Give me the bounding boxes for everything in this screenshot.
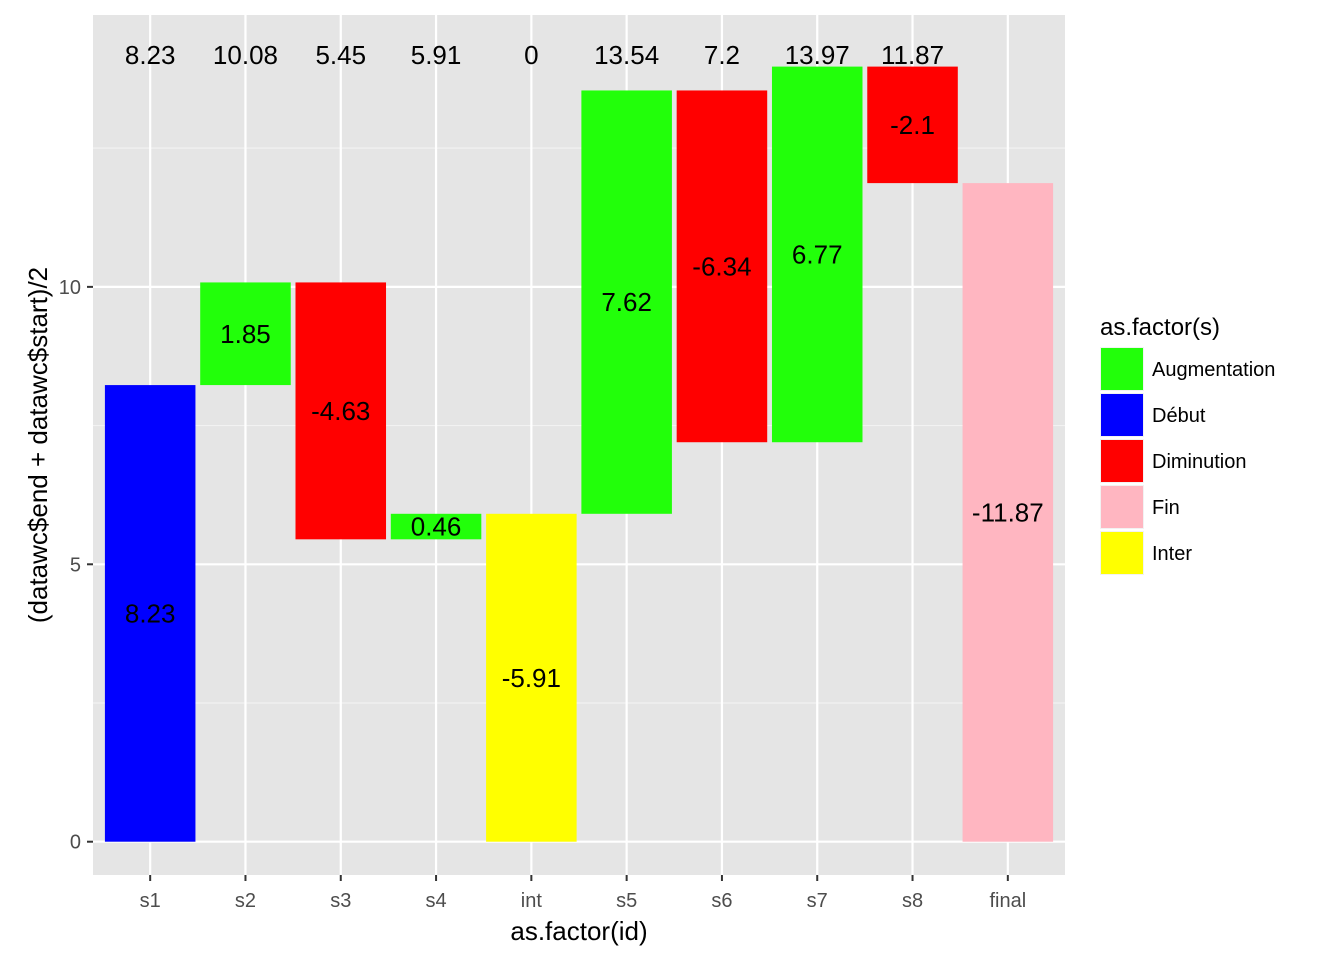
cumulative-label: 7.2 [704,40,740,70]
x-tick-label: int [521,890,543,912]
cumulative-label: 0 [524,40,538,70]
bar-value-label: -6.34 [692,251,751,281]
x-tick-label: s2 [235,890,256,912]
x-axis-title: as.factor(id) [510,916,647,946]
x-tick-label: s4 [425,890,446,912]
x-tick-label: s7 [807,890,828,912]
legend-label: Augmentation [1152,359,1275,381]
bar-s4 [390,513,482,540]
legend-swatch [1101,532,1143,574]
cumulative-label: 5.45 [315,40,366,70]
y-axis-title: (datawc$end + datawc$start)/2 [23,267,53,623]
x-axis: s1 s2 s3 s4 int s5 s6 s7 s8 final [140,875,1026,912]
bar-int [486,513,577,842]
x-tick-label: s3 [330,890,351,912]
bar-value-label: 7.62 [601,287,652,317]
legend-swatch [1101,348,1143,390]
bar-value-label: -5.91 [502,663,561,693]
cumulative-label: 5.91 [411,40,462,70]
cumulative-labels: 8.23 10.08 5.45 5.91 0 13.54 7.2 13.97 11.87 [125,40,944,70]
legend-label: Début [1152,405,1206,427]
bar-value-label: 1.85 [220,319,271,349]
bar-value-label: 8.23 [125,598,176,628]
bar-value-label: 0.46 [411,512,462,542]
bar-value-label: 6.77 [792,239,843,269]
bars [104,66,1054,842]
bar-value-label: -11.87 [972,497,1044,527]
y-tick-label: 5 [70,554,81,576]
bar-s5 [581,90,672,514]
legend-swatch [1101,486,1143,528]
y-tick-label: 0 [70,832,81,854]
bar-s2 [200,282,291,386]
x-tick-label: s1 [140,890,161,912]
y-axis: 0 5 10 [59,277,93,854]
legend-swatch [1101,440,1143,482]
x-tick-label: s8 [902,890,923,912]
legend: as.factor(s) Augmentation Début Diminution… [1100,314,1275,575]
bar-value-labels: 8.23 1.85 -4.63 0.46 -5.91 7.62 -6.34 6.77 -2.1 -… [125,110,1044,693]
legend-title: as.factor(s) [1100,314,1220,341]
cumulative-label: 13.54 [594,40,659,70]
legend-swatch [1101,394,1143,436]
cumulative-label: 8.23 [125,40,176,70]
legend-label: Fin [1152,497,1180,519]
bar-s3 [295,282,387,540]
bar-s6 [676,90,768,443]
bar-s1 [104,385,196,842]
x-tick-label: s6 [711,890,732,912]
legend-label: Diminution [1152,451,1246,473]
cumulative-label: 13.97 [785,40,850,70]
legend-label: Inter [1152,543,1192,565]
x-tick-label: final [989,890,1026,912]
bar-s7 [771,66,863,443]
bar-final [962,183,1054,842]
x-tick-label: s5 [616,890,637,912]
bar-value-label: -2.1 [890,110,935,140]
y-tick-label: 10 [59,277,81,299]
bar-s8 [867,66,958,184]
bar-value-label: -4.63 [311,396,370,426]
cumulative-label: 11.87 [881,40,944,70]
cumulative-label: 10.08 [213,40,278,70]
